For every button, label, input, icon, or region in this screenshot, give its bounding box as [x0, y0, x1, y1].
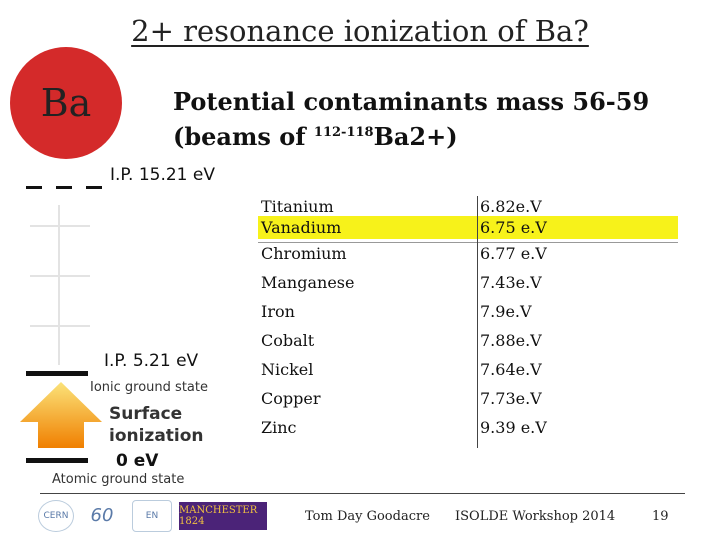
subtitle-line2: (beams of 112-118Ba2+) [173, 122, 458, 151]
ionization-energy: 7.88e.V [480, 331, 542, 350]
element-name: Nickel [261, 360, 314, 379]
element-symbol: Ba [40, 81, 92, 125]
subtitle-line1: Potential contaminants mass 56-59 [173, 87, 650, 116]
table-row: Nickel 7.64e.V [258, 355, 678, 384]
element-name: Copper [261, 389, 321, 408]
ionization-energy: 6.82e.V [480, 197, 542, 216]
table-row: Titanium 6.82e.V [258, 196, 678, 216]
ionization-energy: 7.64e.V [480, 360, 542, 379]
ip1-label: I.P. 5.21 eV [104, 351, 199, 371]
element-badge: Ba [10, 47, 122, 159]
cern-60-logo: 60 [90, 504, 114, 526]
table-row-highlighted: Vanadium 6.75 e.V [258, 216, 678, 239]
element-name: Zinc [261, 418, 297, 437]
slide-title: 2+ resonance ionization of Ba? [131, 14, 589, 48]
element-name: Cobalt [261, 331, 315, 350]
table-row: Zinc 9.39 e.V [258, 413, 678, 442]
surface-ionization-arrow [20, 382, 102, 448]
ip2-label: I.P. 15.21 eV [110, 165, 215, 185]
table-row: Iron 7.9e.V [258, 297, 678, 326]
cern-logo: CERN [38, 500, 74, 532]
ionization-energy: 7.43e.V [480, 273, 542, 292]
ionization-energy: 7.73e.V [480, 389, 542, 408]
table-row: Chromium 6.77 e.V [258, 239, 678, 268]
element-name: Iron [261, 302, 295, 321]
footer-author: Tom Day Goodacre [305, 509, 430, 524]
atomic-level [26, 458, 88, 463]
ionic-label: Ionic ground state [90, 380, 208, 395]
element-name: Manganese [261, 273, 355, 292]
ip2-dash [56, 186, 72, 189]
footer-event: ISOLDE Workshop 2014 [455, 509, 616, 524]
ionization-energy: 7.9e.V [480, 302, 532, 321]
surface-label: Surface [109, 404, 183, 424]
table-column-divider [477, 196, 478, 448]
en-department-logo: EN [132, 500, 172, 532]
element-name: Titanium [261, 197, 334, 216]
ionization-energy: 6.75 e.V [480, 218, 547, 237]
manchester-logo: MANCHESTER 1824 [179, 502, 267, 530]
ionization-energy: 9.39 e.V [480, 418, 547, 437]
contaminant-table: Titanium 6.82e.V Vanadium 6.75 e.V Chrom… [258, 196, 678, 442]
page-number: 19 [652, 509, 669, 524]
ip2-dash [26, 186, 42, 189]
footer-divider [40, 493, 685, 494]
zero-label: 0 eV [116, 451, 159, 471]
table-row: Manganese 7.43e.V [258, 268, 678, 297]
ionization-label: ionization [109, 426, 204, 446]
table-row: Cobalt 7.88e.V [258, 326, 678, 355]
table-row-divider [258, 242, 678, 243]
element-name: Vanadium [261, 218, 342, 237]
ionic-level [26, 371, 88, 376]
subtitle: Potential contaminants mass 56-59 (beams… [173, 86, 649, 152]
ip2-dash [86, 186, 102, 189]
ionization-energy: 6.77 e.V [480, 244, 547, 263]
element-name: Chromium [261, 244, 347, 263]
table-row: Copper 7.73e.V [258, 384, 678, 413]
atomic-label: Atomic ground state [52, 472, 185, 487]
